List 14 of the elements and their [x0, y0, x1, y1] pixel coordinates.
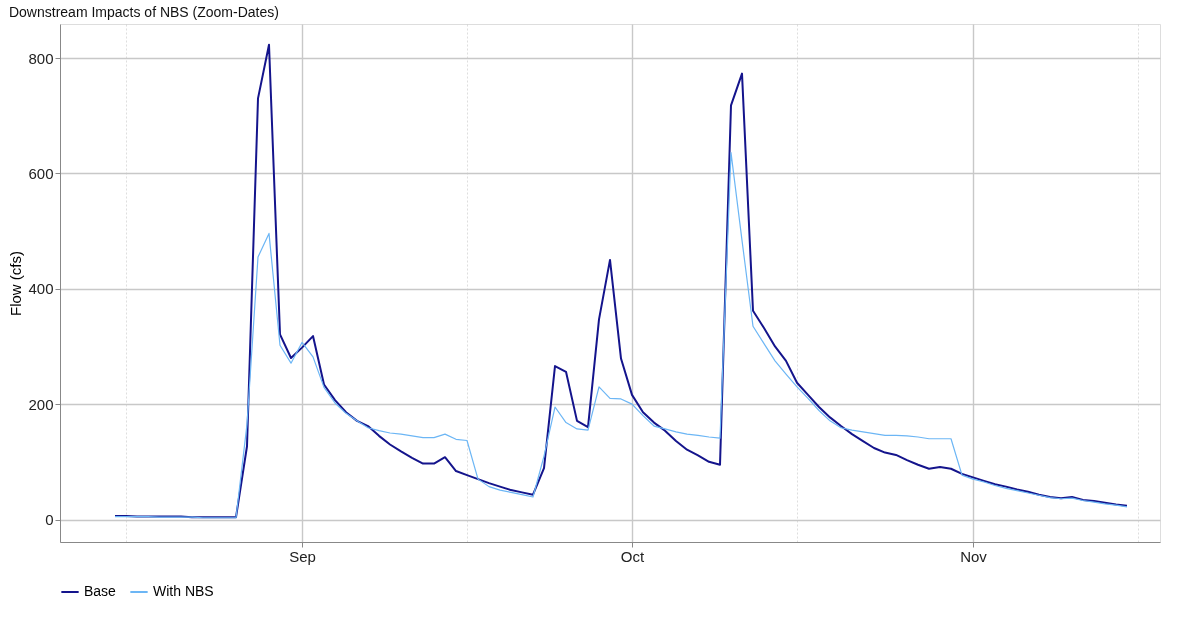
chart-title: Downstream Impacts of NBS (Zoom-Dates)	[8, 4, 279, 20]
y-tick-label: 800	[28, 49, 54, 67]
y-tick-label: 0	[45, 511, 54, 528]
y-tick-label: 200	[28, 395, 54, 413]
y-tick-label: 600	[28, 164, 54, 182]
x-tick-label: Oct	[620, 547, 645, 565]
legend-label: With NBS	[153, 583, 214, 599]
y-tick-label: 400	[28, 280, 54, 298]
line-series	[114, 43, 1128, 519]
x-tick-label: Sep	[289, 547, 316, 565]
x-tick-label: Nov	[960, 547, 988, 565]
legend-label: Base	[84, 583, 117, 599]
line-series	[114, 152, 1128, 519]
y-axis-title: Flow (cfs)	[7, 251, 25, 316]
